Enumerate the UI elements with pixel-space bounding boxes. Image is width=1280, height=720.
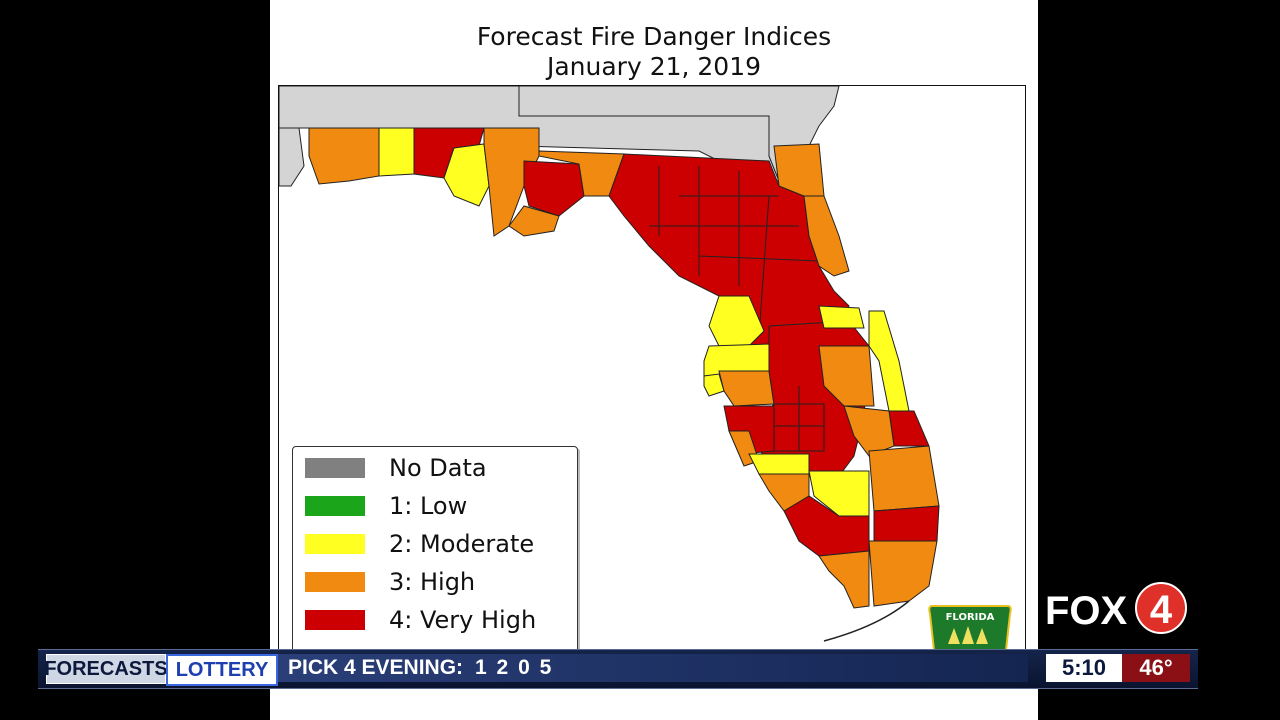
legend-label: No Data bbox=[389, 454, 487, 482]
fox4-logo: FOX 4 bbox=[1045, 582, 1190, 634]
region-hendry-collier bbox=[783, 495, 870, 557]
legend-label: 3: High bbox=[389, 568, 476, 596]
region-charlotte bbox=[748, 453, 810, 475]
ticker-tab-lottery[interactable]: LOTTERY bbox=[166, 654, 278, 686]
legend-swatch-very-high bbox=[305, 610, 365, 630]
legend-swatch-moderate bbox=[305, 534, 365, 554]
headline-label: PICK 4 EVENING: bbox=[288, 656, 464, 679]
region-brevard bbox=[868, 310, 910, 412]
region-franklin bbox=[508, 205, 560, 237]
ticker-tab-forecasts[interactable]: FORECASTS bbox=[44, 654, 168, 684]
region-osceola bbox=[818, 345, 875, 407]
news-ticker: FORECASTS LOTTERY PICK 4 EVENING: 1 2 0 … bbox=[38, 649, 1198, 689]
neighbor-states bbox=[279, 127, 305, 187]
region-hillsborough bbox=[718, 370, 775, 407]
legend-swatch-low bbox=[305, 496, 365, 516]
legend-label: 4: Very High bbox=[389, 606, 537, 634]
region-st-lucie bbox=[888, 410, 930, 447]
region-pinellas bbox=[703, 373, 725, 397]
legend-label: 2: Moderate bbox=[389, 530, 535, 558]
legend-item: 3: High bbox=[305, 567, 475, 597]
legend-item: 4: Very High bbox=[305, 605, 536, 635]
map-legend: No Data 1: Low 2: Moderate 3: High 4: Ve… bbox=[292, 446, 578, 658]
region-west-panhandle bbox=[308, 127, 380, 185]
headline-numbers: 1 2 0 5 bbox=[475, 656, 554, 679]
ticker-time: 5:10 bbox=[1046, 654, 1122, 682]
region-broward bbox=[873, 505, 940, 542]
legend-item: 2: Moderate bbox=[305, 529, 534, 559]
channel-number: 4 bbox=[1150, 588, 1173, 632]
map-title: Forecast Fire Danger Indices bbox=[476, 22, 832, 51]
region-palm-beach bbox=[868, 445, 940, 512]
region-pensacola bbox=[378, 127, 415, 177]
region-leon bbox=[523, 160, 585, 217]
region-miami-dade bbox=[868, 540, 938, 607]
legend-label: 1: Low bbox=[389, 492, 468, 520]
florida-forest-service-badge: FLORIDA bbox=[926, 604, 1014, 651]
florida-keys bbox=[823, 600, 910, 642]
legend-swatch-no-data bbox=[305, 458, 365, 478]
legend-item: No Data bbox=[305, 453, 487, 483]
ticker-temperature: 46° bbox=[1122, 654, 1190, 682]
legend-swatch-high bbox=[305, 572, 365, 592]
station-name: FOX bbox=[1045, 589, 1128, 633]
region-st-johns bbox=[803, 195, 850, 277]
badge-text: FLORIDA bbox=[946, 612, 995, 623]
legend-item: 1: Low bbox=[305, 491, 467, 521]
map-date: January 21, 2019 bbox=[546, 52, 762, 81]
region-monroe bbox=[818, 550, 870, 609]
ticker-headline: PICK 4 EVENING: 1 2 0 5 bbox=[278, 654, 1028, 682]
region-lake bbox=[818, 305, 865, 329]
